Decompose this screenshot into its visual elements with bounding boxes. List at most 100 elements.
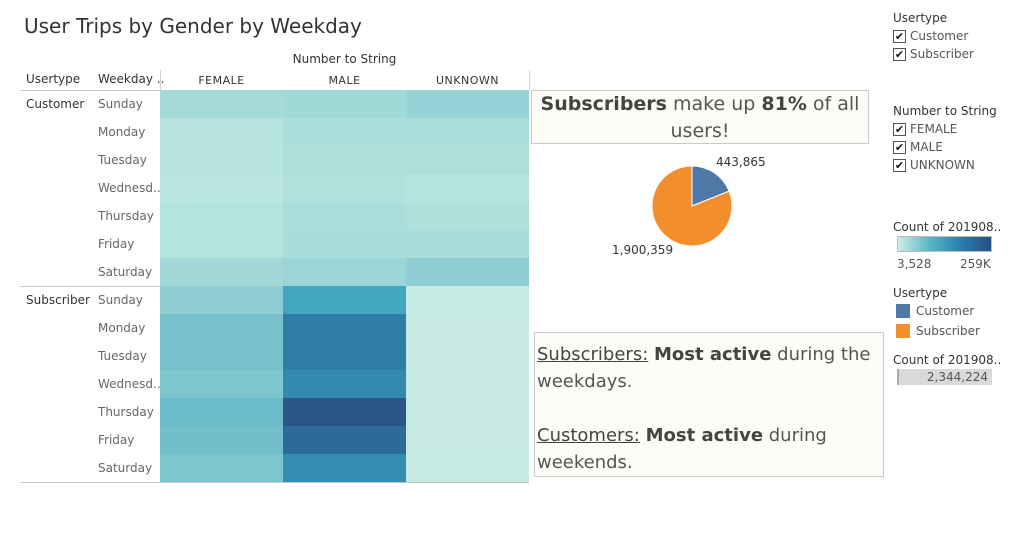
heatmap-cell[interactable] <box>283 398 406 426</box>
heatmap-cell[interactable] <box>160 398 283 426</box>
weekday-label[interactable]: Thursday <box>98 405 154 419</box>
filter-usertype-subscriber[interactable]: ✔ Subscriber <box>893 45 974 63</box>
checkbox-icon[interactable]: ✔ <box>893 122 906 136</box>
heatmap-cell[interactable] <box>406 454 529 482</box>
table-bottom-border <box>20 482 529 483</box>
weekday-label[interactable]: Saturday <box>98 461 153 475</box>
weekday-label[interactable]: Sunday <box>98 97 143 111</box>
legend-item-customer[interactable]: Customer <box>896 302 974 320</box>
col-header-male[interactable]: MALE <box>328 74 361 87</box>
color-legend-gradient <box>897 236 992 252</box>
heatmap-cell[interactable] <box>160 202 283 230</box>
callout-text-a: make up <box>666 93 762 115</box>
col-header-female[interactable]: FEMALE <box>198 74 245 87</box>
subscriber-insight-title: Subscribers: <box>537 344 649 365</box>
heatmap-cell[interactable] <box>283 174 406 202</box>
heatmap-cell[interactable] <box>406 426 529 454</box>
heatmap-cell[interactable] <box>160 230 283 258</box>
heatmap-cell[interactable] <box>160 174 283 202</box>
usertype-pie-chart[interactable] <box>648 162 736 250</box>
heatmap-cell[interactable] <box>406 370 529 398</box>
checkbox-icon[interactable]: ✔ <box>893 29 906 43</box>
heatmap-cell[interactable] <box>406 118 529 146</box>
color-legend-title: Count of 201908.. <box>893 220 1002 234</box>
subscriber-share-callout: Subscribers make up 81% of all users! <box>531 90 869 144</box>
weekday-label[interactable]: Sunday <box>98 293 143 307</box>
subscriber-insight-bold: Most active <box>654 344 772 365</box>
weekday-label[interactable]: Tuesday <box>98 153 147 167</box>
checkbox-icon[interactable]: ✔ <box>893 140 906 154</box>
count-legend-bar: 2,344,224 <box>897 369 992 385</box>
weekday-label[interactable]: Monday <box>98 321 146 335</box>
filter-usertype-customer[interactable]: ✔ Customer <box>893 27 968 45</box>
heatmap-cell[interactable] <box>160 286 283 314</box>
heatmap-cell[interactable] <box>283 90 406 118</box>
heatmap-cell[interactable] <box>160 426 283 454</box>
heatmap-cell[interactable] <box>406 146 529 174</box>
weekday-header[interactable]: Weekday .. <box>98 72 165 86</box>
heatmap-cell[interactable] <box>283 118 406 146</box>
usertype-header[interactable]: Usertype <box>26 72 81 86</box>
heatmap-cell[interactable] <box>160 90 283 118</box>
weekday-label[interactable]: Monday <box>98 125 146 139</box>
filter-gender-unknown[interactable]: ✔ UNKNOWN <box>893 156 975 174</box>
legend-item-subscriber[interactable]: Subscriber <box>896 322 980 340</box>
heatmap-cell[interactable] <box>160 258 283 286</box>
customer-insight-rest: during weekends. <box>537 425 827 473</box>
heatmap-cell[interactable] <box>160 342 283 370</box>
checkbox-icon[interactable]: ✔ <box>893 47 906 61</box>
customer-swatch <box>896 304 910 318</box>
weekday-label[interactable]: Wednesd.. <box>98 181 160 195</box>
checkbox-icon[interactable]: ✔ <box>893 158 906 172</box>
heatmap-cell[interactable] <box>283 146 406 174</box>
filter-label: Customer <box>910 29 969 43</box>
heatmap-cell[interactable] <box>160 314 283 342</box>
heatmap-cell[interactable] <box>406 314 529 342</box>
usertype-legend-title: Usertype <box>893 286 948 300</box>
heatmap-cell[interactable] <box>283 286 406 314</box>
group-label-customer[interactable]: Customer <box>26 97 85 111</box>
weekday-label[interactable]: Saturday <box>98 265 153 279</box>
heatmap-cell[interactable] <box>283 202 406 230</box>
heatmap-cell[interactable] <box>406 286 529 314</box>
col-header-unknown[interactable]: UNKNOWN <box>436 74 499 87</box>
weekday-label[interactable]: Friday <box>98 237 135 251</box>
gender-filter-title: Number to String <box>893 104 997 118</box>
pie-slice-subscriber[interactable] <box>651 165 733 247</box>
filter-gender-female[interactable]: ✔ FEMALE <box>893 120 957 138</box>
filter-label: Subscriber <box>910 47 974 61</box>
heatmap-cell[interactable] <box>283 230 406 258</box>
heatmap-cell[interactable] <box>283 342 406 370</box>
heatmap-cell[interactable] <box>283 258 406 286</box>
callout-percent: 81% <box>761 93 807 115</box>
heatmap-cell[interactable] <box>283 426 406 454</box>
group-label-subscriber[interactable]: Subscriber <box>26 293 90 307</box>
heatmap-cell[interactable] <box>160 146 283 174</box>
heatmap-cell[interactable] <box>283 454 406 482</box>
weekday-label[interactable]: Wednesd.. <box>98 377 160 391</box>
heatmap-cell[interactable] <box>283 370 406 398</box>
heatmap-cell[interactable] <box>406 258 529 286</box>
header-divider-right <box>529 70 530 90</box>
heatmap-cell[interactable] <box>160 454 283 482</box>
filter-label: FEMALE <box>910 122 958 136</box>
activity-callout: Subscribers: Most active during the week… <box>534 332 884 477</box>
legend-label: Subscriber <box>916 324 980 338</box>
heatmap-cell[interactable] <box>406 174 529 202</box>
heatmap-cell[interactable] <box>406 90 529 118</box>
heatmap-cell[interactable] <box>283 314 406 342</box>
weekday-label[interactable]: Thursday <box>98 209 154 223</box>
column-group-header: Number to String <box>292 52 397 66</box>
heatmap-cell[interactable] <box>160 370 283 398</box>
heatmap-cell[interactable] <box>406 230 529 258</box>
heatmap-cell[interactable] <box>160 118 283 146</box>
weekday-label[interactable]: Friday <box>98 433 135 447</box>
heatmap-cell[interactable] <box>406 398 529 426</box>
heatmap-cell[interactable] <box>406 202 529 230</box>
heatmap-cell[interactable] <box>406 342 529 370</box>
weekday-label[interactable]: Tuesday <box>98 349 147 363</box>
filter-gender-male[interactable]: ✔ MALE <box>893 138 943 156</box>
subscriber-swatch <box>896 324 910 338</box>
pie-slice-customer[interactable] <box>691 165 730 207</box>
customer-insight-bold: Most active <box>645 425 764 446</box>
